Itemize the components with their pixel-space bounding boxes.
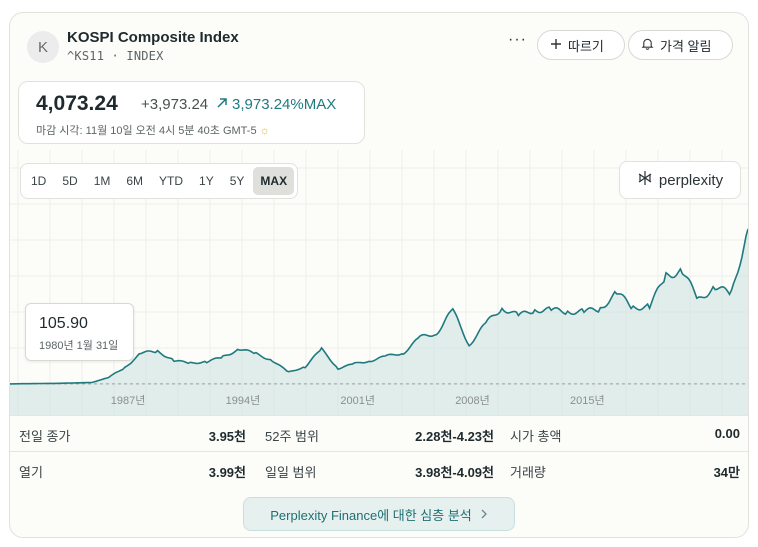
stat-label: 일일 범위 xyxy=(265,465,317,480)
perplexity-logo-icon xyxy=(637,170,653,190)
change-percent-value: 3,973.24%MAX xyxy=(232,96,337,113)
x-axis-tick-label: 1987년 xyxy=(110,395,146,407)
deep-analysis-label: Perplexity Finance에 대한 심층 분석 xyxy=(270,507,472,523)
close-time-text: 마감 시각: 11월 10일 오전 4시 5분 40초 GMT-5 xyxy=(36,125,257,137)
perplexity-badge: perplexity xyxy=(619,161,741,199)
chevron-right-icon xyxy=(480,507,488,522)
stat-value: 34만 xyxy=(713,465,740,480)
deep-analysis-button[interactable]: Perplexity Finance에 대한 심층 분석 xyxy=(243,497,515,531)
current-price: 4,073.24 xyxy=(36,92,118,115)
range-tab-1y[interactable]: 1Y xyxy=(199,174,214,188)
alert-label: 가격 알림 xyxy=(660,38,712,54)
x-axis-tick-label: 2015년 xyxy=(570,395,605,407)
stat-label: 열기 xyxy=(19,465,43,480)
finance-card: K KOSPI Composite Index ^KS11 · INDEX ··… xyxy=(9,12,749,538)
range-tab-ytd[interactable]: YTD xyxy=(159,174,184,188)
follow-button[interactable]: 따르기 xyxy=(537,30,625,60)
x-axis-tick-label: 2008년 xyxy=(455,395,490,407)
stat-value: 3.99천 xyxy=(208,465,246,480)
trend-up-icon xyxy=(216,96,228,113)
stat-label: 52주 범위 xyxy=(265,429,319,444)
stat-label: 거래량 xyxy=(510,465,546,480)
sun-icon: ☼ xyxy=(259,125,270,137)
range-tab-1d[interactable]: 1D xyxy=(31,174,47,188)
quote-box: 4,073.24 +3,973.24 3,973.24%MAX 마감 시각: 1… xyxy=(18,81,365,144)
tooltip-value: 105.90 xyxy=(39,315,88,332)
chart-area-fill xyxy=(10,228,748,415)
range-tab-max[interactable]: MAX xyxy=(253,167,295,195)
stat-value: 3.98천-4.09천 xyxy=(415,465,494,480)
perplexity-wordmark: perplexity xyxy=(658,171,724,189)
price-change-percent: 3,973.24%MAX xyxy=(216,96,336,113)
x-axis-tick-label: 1994년 xyxy=(225,395,261,407)
index-avatar: K xyxy=(27,31,59,63)
range-tab-6m[interactable]: 6M xyxy=(126,174,144,188)
chart-series-line xyxy=(10,228,748,385)
range-tab-5y[interactable]: 5Y xyxy=(229,174,245,188)
stats-row-2: 열기 3.99천 일일 범위 3.98천-4.09천 거래량 34만 xyxy=(10,451,748,488)
bell-icon xyxy=(641,37,654,53)
price-change: +3,973.24 xyxy=(141,96,209,113)
stat-value: 3.95천 xyxy=(208,429,246,444)
x-axis-tick-label: 2001년 xyxy=(340,395,375,407)
chart-tooltip: 105.90 1980년 1월 31일 xyxy=(25,303,134,361)
tooltip-date: 1980년 1월 31일 xyxy=(39,340,119,352)
plus-icon xyxy=(550,38,562,53)
index-title: KOSPI Composite Index xyxy=(67,29,239,46)
close-time: 마감 시각: 11월 10일 오전 4시 5분 40초 GMT-5 ☼ xyxy=(36,122,270,138)
range-tab-1m[interactable]: 1M xyxy=(93,174,111,188)
range-tab-5d[interactable]: 5D xyxy=(62,174,78,188)
more-options-button[interactable]: ··· xyxy=(508,31,527,48)
stat-value: 0.00 xyxy=(714,426,740,441)
stat-label: 전일 종가 xyxy=(19,429,71,444)
stats-row-1: 전일 종가 3.95천 52주 범위 2.28천-4.23천 시가 총액 0.0… xyxy=(10,415,748,452)
stat-label: 시가 총액 xyxy=(510,429,562,444)
stat-value: 2.28천-4.23천 xyxy=(415,429,494,444)
follow-label: 따르기 xyxy=(568,38,604,54)
price-alert-button[interactable]: 가격 알림 xyxy=(628,30,733,60)
index-ticker: ^KS11 · INDEX xyxy=(67,49,164,63)
range-selector: 1D 5D 1M 6M YTD 1Y 5Y MAX xyxy=(20,163,299,199)
